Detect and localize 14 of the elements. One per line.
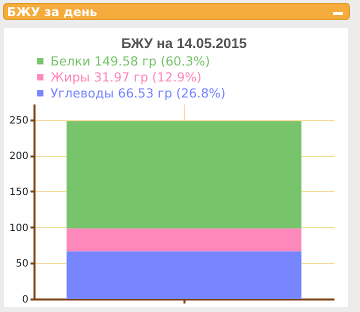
y-tick-label: 250 xyxy=(9,115,28,126)
chart-title: БЖУ на 14.05.2015 xyxy=(121,35,247,51)
bar xyxy=(66,228,302,252)
y-tick-label: 50 xyxy=(16,258,28,270)
legend-label: Жиры 31.97 гр (12.9%) xyxy=(50,69,202,84)
legend-label: Углеводы 66.53 гр (26.8%) xyxy=(50,85,226,100)
legend-label: Белки 149.58 гр (60.3%) xyxy=(50,53,210,68)
y-tick-label: 100 xyxy=(9,222,28,234)
bar xyxy=(66,251,302,299)
y-tick-label: 0 xyxy=(22,294,28,306)
y-tick-label: 200 xyxy=(9,151,28,162)
y-tick-label: 150 xyxy=(9,186,28,198)
bar xyxy=(66,121,302,228)
text: БЖУ за день xyxy=(7,5,98,19)
